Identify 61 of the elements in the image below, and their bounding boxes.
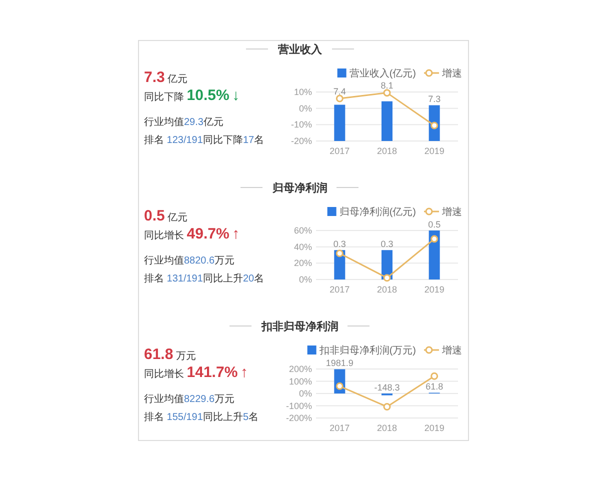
x-tick-label: 2018 (376, 284, 398, 294)
x-tick-label: 2019 (424, 423, 444, 433)
data-label: -148.3 (374, 382, 400, 392)
point (430, 235, 438, 243)
data-label: 1981.9 (326, 358, 354, 368)
point (430, 372, 438, 380)
y-tick-label: 0% (298, 388, 312, 398)
legend-label: 扣非归母净利润(万元) (318, 344, 416, 356)
point (336, 382, 344, 390)
x-tick-label: 2019 (424, 284, 444, 294)
y-tick-label: 200% (288, 364, 312, 374)
y-tick-label: 0% (298, 103, 312, 114)
point (383, 89, 391, 97)
y-tick-label: 40% (294, 242, 312, 252)
point (336, 250, 344, 258)
y-tick-label: 100% (288, 376, 312, 386)
y-tick-label: -20% (290, 136, 312, 146)
text: 同比增长 49.7% ↑ (144, 226, 240, 242)
data-label: 0.5 (428, 220, 441, 230)
x-tick-label: 2018 (376, 146, 398, 156)
data-label: 0.3 (333, 239, 346, 250)
text: 营业收入 (277, 43, 323, 56)
legend-label: 增速 (441, 68, 462, 80)
text: 排名 123/191同比下降17名 (144, 134, 264, 146)
data-label: 7.4 (333, 86, 346, 97)
x-tick-label: 2017 (330, 423, 350, 433)
text: 7.3 亿元 (144, 69, 188, 86)
y-tick-label: 0% (298, 274, 312, 284)
y-tick-label: 10% (294, 87, 312, 97)
data-label: 61.8 (426, 382, 444, 392)
y-tick-label: 60% (294, 226, 312, 236)
data-label: 7.3 (428, 94, 441, 104)
text: 0.5 亿元 (144, 208, 188, 224)
text: 行业均值29.3亿元 (144, 116, 224, 128)
text: 同比下降 10.5% ↓ (144, 87, 240, 104)
legend-label: 增速 (441, 206, 462, 218)
point (430, 122, 438, 130)
point (336, 94, 344, 102)
y-tick-label: 20% (294, 258, 312, 268)
text: 排名 131/191同比上升20名 (144, 272, 264, 284)
x-tick-label: 2018 (376, 423, 398, 433)
text: 同比增长 141.7% ↑ (144, 364, 248, 381)
y-tick-label: -200% (286, 413, 312, 423)
text: 61.8 万元 (144, 346, 196, 363)
legend-label: 增速 (441, 344, 462, 356)
y-tick-label: -10% (290, 120, 312, 130)
text: 归母净利润 (272, 182, 328, 194)
x-tick-label: 2019 (424, 146, 444, 156)
x-tick-label: 2017 (330, 284, 350, 294)
point (383, 274, 391, 282)
data-label: 0.3 (380, 239, 394, 250)
legend-label: 营业收入(亿元) (349, 68, 416, 80)
y-tick-label: -100% (286, 400, 312, 411)
point (383, 402, 391, 410)
data-label: 8.1 (380, 80, 394, 90)
text: 扣非归母净利润 (260, 320, 338, 333)
x-tick-label: 2017 (330, 146, 350, 156)
text: 行业均值8820.6万元 (144, 254, 235, 266)
legend-label: 归母净利润(亿元) (339, 206, 416, 218)
text: 排名 155/191同比上升5名 (144, 411, 258, 423)
text: 行业均值8229.6万元 (144, 393, 235, 405)
